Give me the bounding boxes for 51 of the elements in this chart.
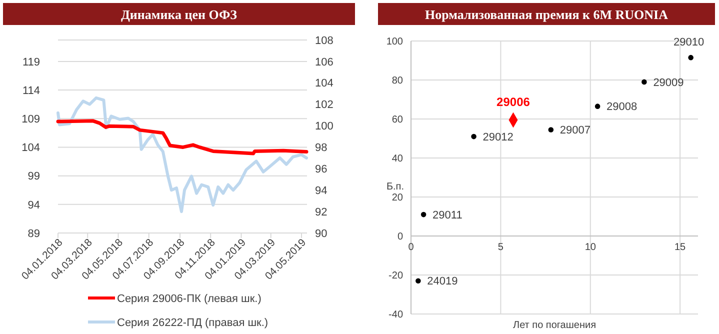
y2-tick-label: 100 (315, 120, 334, 133)
annotation: 29007 (560, 124, 591, 137)
y-tick-label: 104 (22, 142, 40, 154)
x-tick-label: 15 (674, 242, 686, 253)
y-tick-label: 80 (392, 76, 404, 86)
y-tick-label: 20 (392, 192, 404, 204)
y-tick-label: 89 (28, 228, 40, 240)
y-tick-label: 114 (22, 84, 40, 97)
annotation: 29008 (606, 101, 638, 114)
legend-label: Серия 26222-ПД (правая шк.) (117, 316, 268, 329)
chart-title: Нормализованная премия к 6М RUONIA (424, 7, 669, 22)
y2-tick-label: 102 (315, 99, 334, 112)
point (471, 134, 476, 140)
y-tick-label: 109 (22, 113, 40, 126)
y2-tick-label: 96 (315, 164, 328, 176)
y2-tick-label: 106 (315, 56, 334, 68)
point (420, 212, 426, 218)
x-tick-label: 10 (584, 242, 596, 253)
y2-tick-label: 92 (315, 206, 328, 218)
annotation: 24019 (427, 276, 458, 288)
chart-title: Динамика цен ОФЗ (120, 7, 238, 22)
annotation: 29009 (653, 76, 684, 89)
point (688, 54, 694, 60)
y2-tick-label: 98 (315, 142, 328, 154)
y-tick-label: -20 (388, 270, 404, 282)
y-tick-label: -40 (388, 310, 404, 320)
x-tick-label: 5 (498, 242, 504, 253)
y-axis-title: Б.п. (386, 182, 404, 192)
y-tick-label: 60 (392, 114, 404, 126)
annotation: 29011 (432, 209, 462, 222)
y2-tick-label: 94 (315, 184, 328, 197)
point (416, 278, 421, 284)
y-tick-label: 40 (392, 154, 404, 164)
point (548, 127, 554, 132)
annotation: 29006 (496, 94, 530, 109)
x-tick-label: 0 (408, 242, 414, 253)
line-series (56, 119, 308, 156)
y-tick-label: 94 (28, 199, 40, 212)
y2-tick-label: 108 (315, 34, 334, 47)
y2-tick-label: 90 (315, 228, 328, 240)
x-axis-title: Лет по погашения (513, 320, 596, 331)
y-tick-label: 100 (386, 36, 404, 48)
point (594, 104, 600, 109)
y-tick-label: 119 (22, 56, 40, 68)
annotation: 29010 (674, 36, 704, 49)
y-tick-label: 99 (28, 170, 40, 183)
y2-tick-label: 104 (315, 78, 334, 90)
line-series (56, 96, 308, 214)
annotation: 29012 (482, 131, 514, 144)
legend-label: Серия 29006-ПК (левая шк.) (117, 292, 262, 305)
point (642, 79, 647, 85)
